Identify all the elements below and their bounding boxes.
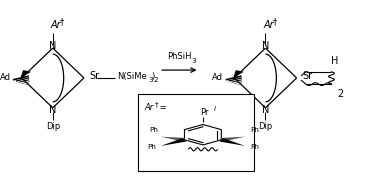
Text: Ar: Ar <box>145 103 154 112</box>
Text: Sr: Sr <box>90 71 99 81</box>
Text: 3: 3 <box>191 58 196 64</box>
Text: N(SiMe: N(SiMe <box>117 72 147 81</box>
Text: †: † <box>60 17 64 26</box>
Text: H: H <box>332 56 339 66</box>
Polygon shape <box>161 138 186 146</box>
Text: Ph: Ph <box>147 144 156 150</box>
Text: Ph: Ph <box>149 127 158 133</box>
Text: †: † <box>273 17 277 26</box>
Text: Pr: Pr <box>200 108 209 117</box>
Text: Ph: Ph <box>250 144 259 150</box>
Text: †: † <box>154 102 158 108</box>
Text: Sr: Sr <box>302 71 312 81</box>
Text: ): ) <box>151 72 154 81</box>
Polygon shape <box>219 138 245 146</box>
Polygon shape <box>220 137 245 142</box>
Text: N: N <box>49 41 56 51</box>
Text: i: i <box>214 106 215 112</box>
Text: 3: 3 <box>148 77 153 83</box>
Text: =: = <box>157 103 167 112</box>
Text: PhSiH: PhSiH <box>167 52 192 61</box>
Text: Ad: Ad <box>0 73 11 82</box>
Text: Ph: Ph <box>250 127 259 133</box>
Text: Ad: Ad <box>212 73 223 82</box>
Polygon shape <box>233 70 244 78</box>
Polygon shape <box>161 137 186 142</box>
Polygon shape <box>20 70 31 78</box>
Text: N: N <box>262 105 269 115</box>
Text: Ar: Ar <box>50 20 61 30</box>
Text: N: N <box>262 41 269 51</box>
Text: Dip: Dip <box>258 122 273 131</box>
Text: 2: 2 <box>154 77 159 83</box>
Text: 2: 2 <box>338 89 344 99</box>
Text: N: N <box>49 105 56 115</box>
FancyBboxPatch shape <box>138 94 254 171</box>
Text: Ar: Ar <box>263 20 274 30</box>
Text: Dip: Dip <box>46 122 60 131</box>
